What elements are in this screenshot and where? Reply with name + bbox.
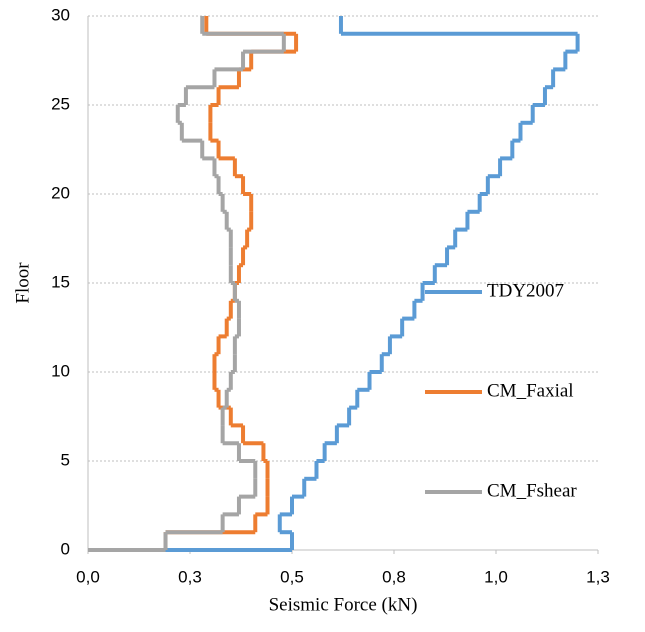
x-tick-label: 1,3 xyxy=(586,567,610,586)
y-tick-label: 20 xyxy=(51,183,70,202)
legend-label: CM_Fshear xyxy=(487,480,577,501)
x-tick-label: 0,3 xyxy=(178,567,202,586)
y-tick-label: 30 xyxy=(51,5,70,24)
x-axis-title: Seismic Force (kN) xyxy=(269,594,418,615)
x-tick-label: 0,8 xyxy=(382,567,406,586)
y-tick-label: 15 xyxy=(51,272,70,291)
x-tick-label: 0,5 xyxy=(280,567,304,586)
x-tick-label: 1,0 xyxy=(484,567,508,586)
y-axis-title: Floor xyxy=(12,262,33,304)
legend-label: TDY2007 xyxy=(487,280,564,301)
legend-label: CM_Faxial xyxy=(487,380,574,401)
x-tick-label: 0,0 xyxy=(76,567,100,586)
y-tick-label: 10 xyxy=(51,361,70,380)
y-tick-label: 5 xyxy=(61,450,70,469)
y-tick-label: 25 xyxy=(51,94,70,113)
y-tick-label: 0 xyxy=(61,539,70,558)
